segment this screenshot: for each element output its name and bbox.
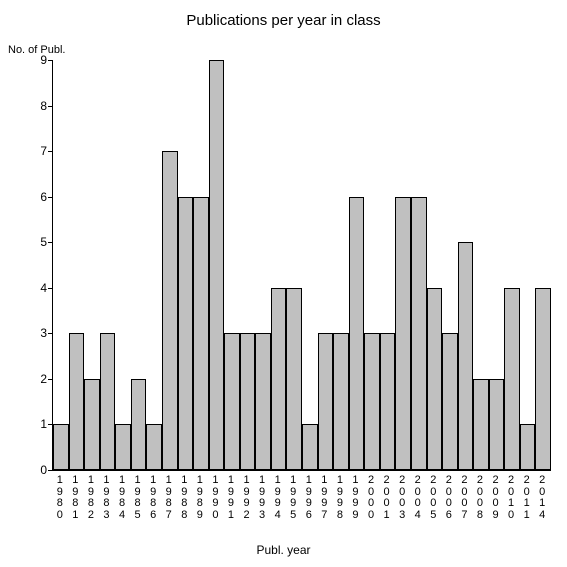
bar — [302, 424, 318, 470]
bar — [209, 60, 225, 470]
bar — [178, 197, 194, 470]
xtick-label: 1989 — [195, 475, 205, 521]
bar — [224, 333, 240, 470]
bar — [146, 424, 162, 470]
xtick-label: 1998 — [335, 475, 345, 521]
bar — [489, 379, 505, 470]
bar — [535, 288, 551, 470]
xtick-label: 1990 — [210, 475, 220, 521]
bar — [193, 197, 209, 470]
bar — [271, 288, 287, 470]
xtick-label: 1983 — [101, 475, 111, 521]
bar — [318, 333, 334, 470]
ytick-mark — [48, 288, 52, 289]
ytick-label: 5 — [27, 235, 47, 249]
xtick-label: 1982 — [86, 475, 96, 521]
xtick-label: 2000 — [366, 475, 376, 521]
xtick-label: 2014 — [537, 475, 547, 521]
bar — [427, 288, 443, 470]
xtick-label: 1999 — [350, 475, 360, 521]
chart-container: Publications per year in class No. of Pu… — [0, 0, 567, 567]
bar — [255, 333, 271, 470]
bar — [458, 242, 474, 470]
xtick-label: 2007 — [459, 475, 469, 521]
xtick-label: 2010 — [506, 475, 516, 521]
xtick-label: 1984 — [117, 475, 127, 521]
xtick-label: 2004 — [413, 475, 423, 521]
bar — [442, 333, 458, 470]
ytick-mark — [48, 470, 52, 471]
bar — [162, 151, 178, 470]
ytick-mark — [48, 242, 52, 243]
ytick-label: 6 — [27, 190, 47, 204]
x-axis-label: Publ. year — [0, 543, 567, 557]
ytick-label: 0 — [27, 463, 47, 477]
ytick-label: 1 — [27, 417, 47, 431]
ytick-mark — [48, 106, 52, 107]
bar — [411, 197, 427, 470]
xtick-label: 1987 — [164, 475, 174, 521]
xtick-label: 1996 — [304, 475, 314, 521]
xtick-label: 2006 — [444, 475, 454, 521]
bar — [333, 333, 349, 470]
xtick-label: 1991 — [226, 475, 236, 521]
ytick-label: 4 — [27, 281, 47, 295]
bar — [53, 424, 69, 470]
xtick-label: 1992 — [242, 475, 252, 521]
xtick-label: 1980 — [55, 475, 65, 521]
ytick-mark — [48, 379, 52, 380]
xtick-label: 1997 — [319, 475, 329, 521]
bar — [115, 424, 131, 470]
ytick-mark — [48, 333, 52, 334]
bar — [380, 333, 396, 470]
bar — [364, 333, 380, 470]
xtick-label: 1981 — [70, 475, 80, 521]
ytick-label: 3 — [27, 326, 47, 340]
ytick-mark — [48, 151, 52, 152]
ytick-mark — [48, 424, 52, 425]
xtick-label: 1988 — [179, 475, 189, 521]
xtick-label: 1995 — [288, 475, 298, 521]
bar — [395, 197, 411, 470]
bar — [84, 379, 100, 470]
bar — [100, 333, 116, 470]
bar — [349, 197, 365, 470]
xtick-label: 1994 — [273, 475, 283, 521]
xtick-label: 1993 — [257, 475, 267, 521]
bar — [473, 379, 489, 470]
ytick-label: 2 — [27, 372, 47, 386]
chart-title: Publications per year in class — [0, 12, 567, 29]
ytick-label: 8 — [27, 99, 47, 113]
bar — [131, 379, 147, 470]
ytick-label: 7 — [27, 144, 47, 158]
xtick-label: 1986 — [148, 475, 158, 521]
bar — [520, 424, 536, 470]
ytick-label: 9 — [27, 53, 47, 67]
xtick-label: 2008 — [475, 475, 485, 521]
xtick-label: 2003 — [397, 475, 407, 521]
xtick-label: 2005 — [428, 475, 438, 521]
xtick-label: 1985 — [133, 475, 143, 521]
bar — [69, 333, 85, 470]
bar — [286, 288, 302, 470]
xtick-label: 2009 — [491, 475, 501, 521]
xtick-label: 2001 — [382, 475, 392, 521]
plot-area — [52, 60, 551, 471]
bar — [240, 333, 256, 470]
xtick-label: 2011 — [522, 475, 532, 521]
ytick-mark — [48, 60, 52, 61]
ytick-mark — [48, 197, 52, 198]
bar — [504, 288, 520, 470]
